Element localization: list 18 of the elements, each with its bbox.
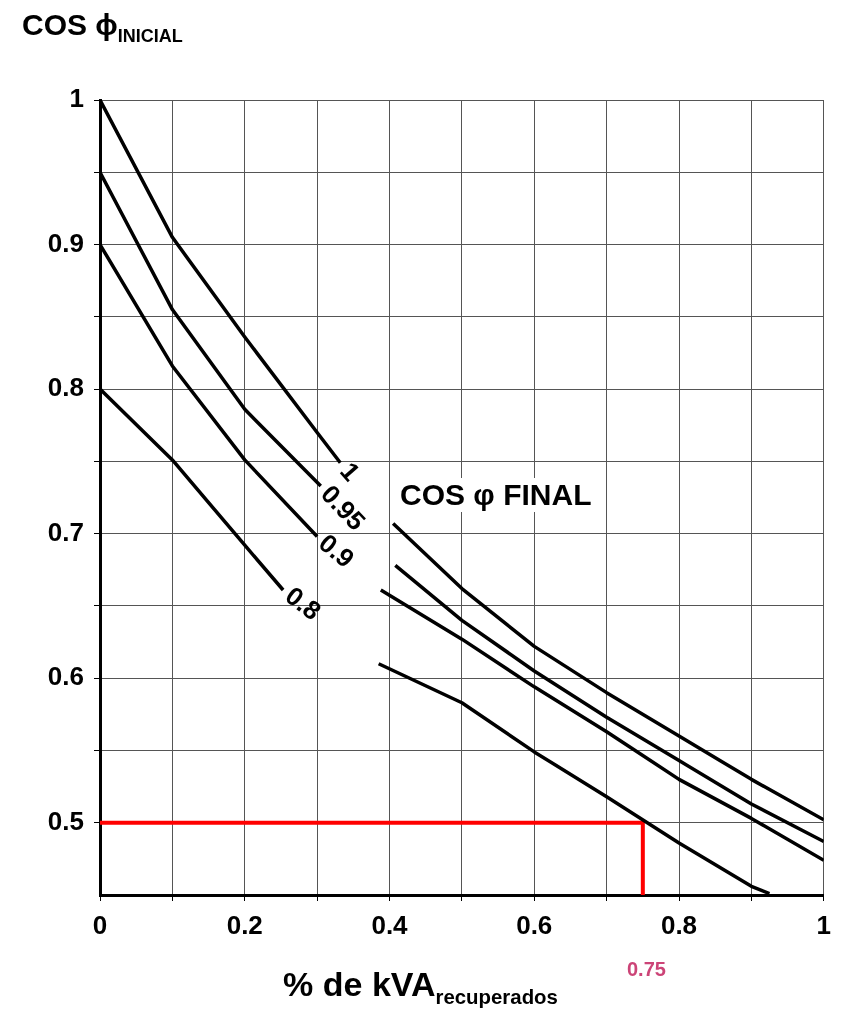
x-tick-label: 0.2 bbox=[226, 909, 263, 940]
x-tick-label: 0.6 bbox=[516, 909, 553, 940]
y-tick-label: 0.8 bbox=[47, 372, 84, 403]
y-tick-label: 0.9 bbox=[47, 227, 84, 258]
x-axis-title: % de kVA$_{recuperados}$ bbox=[283, 965, 558, 1008]
y-tick-label: 0.7 bbox=[47, 516, 84, 547]
text: 0.8 bbox=[279, 580, 327, 627]
text: 0.75 bbox=[627, 958, 666, 981]
legend-title: COS φ FINAL bbox=[398, 478, 594, 512]
y-tick-label: 0.6 bbox=[47, 661, 84, 692]
y-tick-label: 1 bbox=[69, 83, 84, 114]
text: 1 bbox=[334, 456, 367, 487]
x-tick-label: 0 bbox=[92, 909, 108, 940]
x-tick-label: 0.4 bbox=[371, 909, 409, 940]
x-tick-label: 1 bbox=[816, 909, 831, 940]
y-axis-title: COS ϕ$_{INICIAL}$ bbox=[22, 8, 183, 47]
x-tick-label: 0.8 bbox=[660, 909, 698, 940]
y-tick-label: 0.5 bbox=[47, 805, 84, 836]
